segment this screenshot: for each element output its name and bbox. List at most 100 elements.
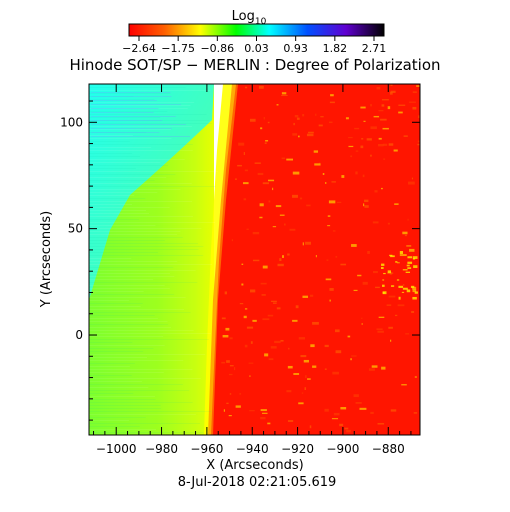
disk-speckle bbox=[229, 337, 233, 340]
disk-speckle bbox=[246, 326, 254, 329]
disk-speckle bbox=[398, 111, 403, 114]
colorbar-label: Log10 bbox=[232, 9, 267, 27]
scan-line bbox=[89, 165, 169, 166]
disk-speckle bbox=[396, 279, 400, 281]
scan-line bbox=[89, 321, 168, 322]
disk-speckle bbox=[381, 366, 386, 370]
disk-speckle bbox=[268, 358, 274, 361]
disk-speckle bbox=[362, 281, 368, 285]
disk-speckle bbox=[382, 127, 389, 130]
scan-line bbox=[89, 426, 140, 427]
disk-speckle bbox=[401, 384, 407, 386]
heatmap-image bbox=[89, 84, 420, 435]
disk-speckle bbox=[231, 239, 234, 242]
disk-speckle bbox=[402, 287, 408, 290]
disk-speckle bbox=[279, 258, 282, 261]
disk-speckle bbox=[286, 158, 294, 161]
scan-line bbox=[89, 348, 154, 349]
disk-speckle bbox=[302, 295, 309, 298]
disk-speckle bbox=[382, 284, 385, 287]
disk-speckle bbox=[293, 373, 300, 375]
scan-line bbox=[89, 306, 141, 307]
scan-line bbox=[91, 104, 182, 105]
scan-line bbox=[89, 396, 155, 397]
disk-speckle bbox=[277, 263, 284, 267]
disk-speckle bbox=[387, 222, 390, 225]
disk-speckle bbox=[292, 319, 298, 322]
scan-line bbox=[89, 219, 140, 220]
disk-speckle bbox=[293, 122, 295, 126]
disk-speckle bbox=[412, 286, 417, 290]
disk-texture bbox=[221, 84, 420, 433]
disk-speckle bbox=[348, 137, 353, 139]
disk-speckle bbox=[376, 86, 381, 90]
disk-speckle bbox=[368, 368, 375, 371]
scan-line bbox=[89, 111, 168, 112]
x-tick-label: −980 bbox=[145, 442, 178, 456]
disk-speckle bbox=[378, 143, 384, 147]
colorbar-tick-label: 1.82 bbox=[323, 42, 348, 55]
disk-speckle bbox=[387, 106, 391, 110]
disk-speckle bbox=[263, 116, 265, 120]
x-tick-label: −960 bbox=[190, 442, 223, 456]
scan-line bbox=[89, 207, 170, 208]
scan-line bbox=[89, 411, 212, 412]
disk-speckle bbox=[396, 262, 400, 264]
scan-line bbox=[89, 345, 165, 346]
disk-speckle bbox=[398, 296, 401, 300]
scan-line bbox=[89, 198, 146, 199]
scan-line bbox=[91, 136, 191, 137]
disk-speckle bbox=[306, 133, 314, 137]
disk-speckle bbox=[260, 417, 266, 420]
scan-line bbox=[89, 369, 193, 370]
disk-speckle bbox=[355, 171, 358, 175]
disk-speckle bbox=[324, 408, 329, 412]
disk-speckle bbox=[370, 104, 372, 107]
disk-speckle bbox=[370, 126, 377, 130]
disk-speckle bbox=[405, 333, 410, 335]
disk-speckle bbox=[413, 265, 418, 268]
disk-speckle bbox=[245, 86, 248, 89]
disk-speckle bbox=[402, 231, 408, 235]
disk-speckle bbox=[397, 304, 405, 307]
disk-speckle bbox=[376, 328, 383, 330]
scan-lines bbox=[89, 84, 218, 433]
disk-speckle bbox=[412, 289, 417, 293]
disk-speckle bbox=[399, 254, 407, 257]
disk-speckle bbox=[331, 418, 339, 420]
scan-line bbox=[89, 150, 193, 151]
scan-line bbox=[89, 171, 218, 172]
disk-speckle bbox=[370, 411, 374, 414]
disk-speckle bbox=[229, 365, 234, 367]
scan-line bbox=[89, 288, 170, 289]
scan-line bbox=[89, 105, 191, 106]
scan-line bbox=[89, 135, 133, 136]
scan-line bbox=[89, 423, 201, 424]
disk-speckle bbox=[348, 145, 354, 148]
disk-speckle bbox=[234, 178, 237, 180]
scan-line bbox=[89, 420, 130, 421]
scan-line bbox=[89, 126, 192, 127]
disk-speckle bbox=[414, 376, 417, 378]
x-tick-label: −900 bbox=[326, 442, 359, 456]
disk-speckle bbox=[324, 368, 327, 370]
disk-speckle bbox=[380, 118, 387, 121]
disk-speckle bbox=[394, 203, 399, 205]
disk-speckle bbox=[286, 390, 292, 393]
disk-speckle bbox=[372, 221, 379, 224]
disk-speckle bbox=[259, 203, 264, 207]
disk-speckle bbox=[238, 142, 245, 146]
disk-speckle bbox=[329, 299, 331, 302]
scan-line bbox=[89, 231, 181, 232]
disk-speckle bbox=[327, 215, 331, 217]
y-axis: 0 50 100 bbox=[60, 100, 420, 421]
y-tick-label: 0 bbox=[75, 328, 83, 342]
colorbar-tick-label: 2.71 bbox=[362, 42, 387, 55]
disk-speckle bbox=[292, 171, 300, 175]
disk-speckle bbox=[292, 194, 298, 198]
disk-speckle bbox=[328, 121, 333, 124]
disk-speckle bbox=[298, 337, 306, 340]
disk-speckle bbox=[268, 179, 275, 182]
scan-line bbox=[89, 249, 199, 250]
scan-line bbox=[91, 108, 159, 109]
